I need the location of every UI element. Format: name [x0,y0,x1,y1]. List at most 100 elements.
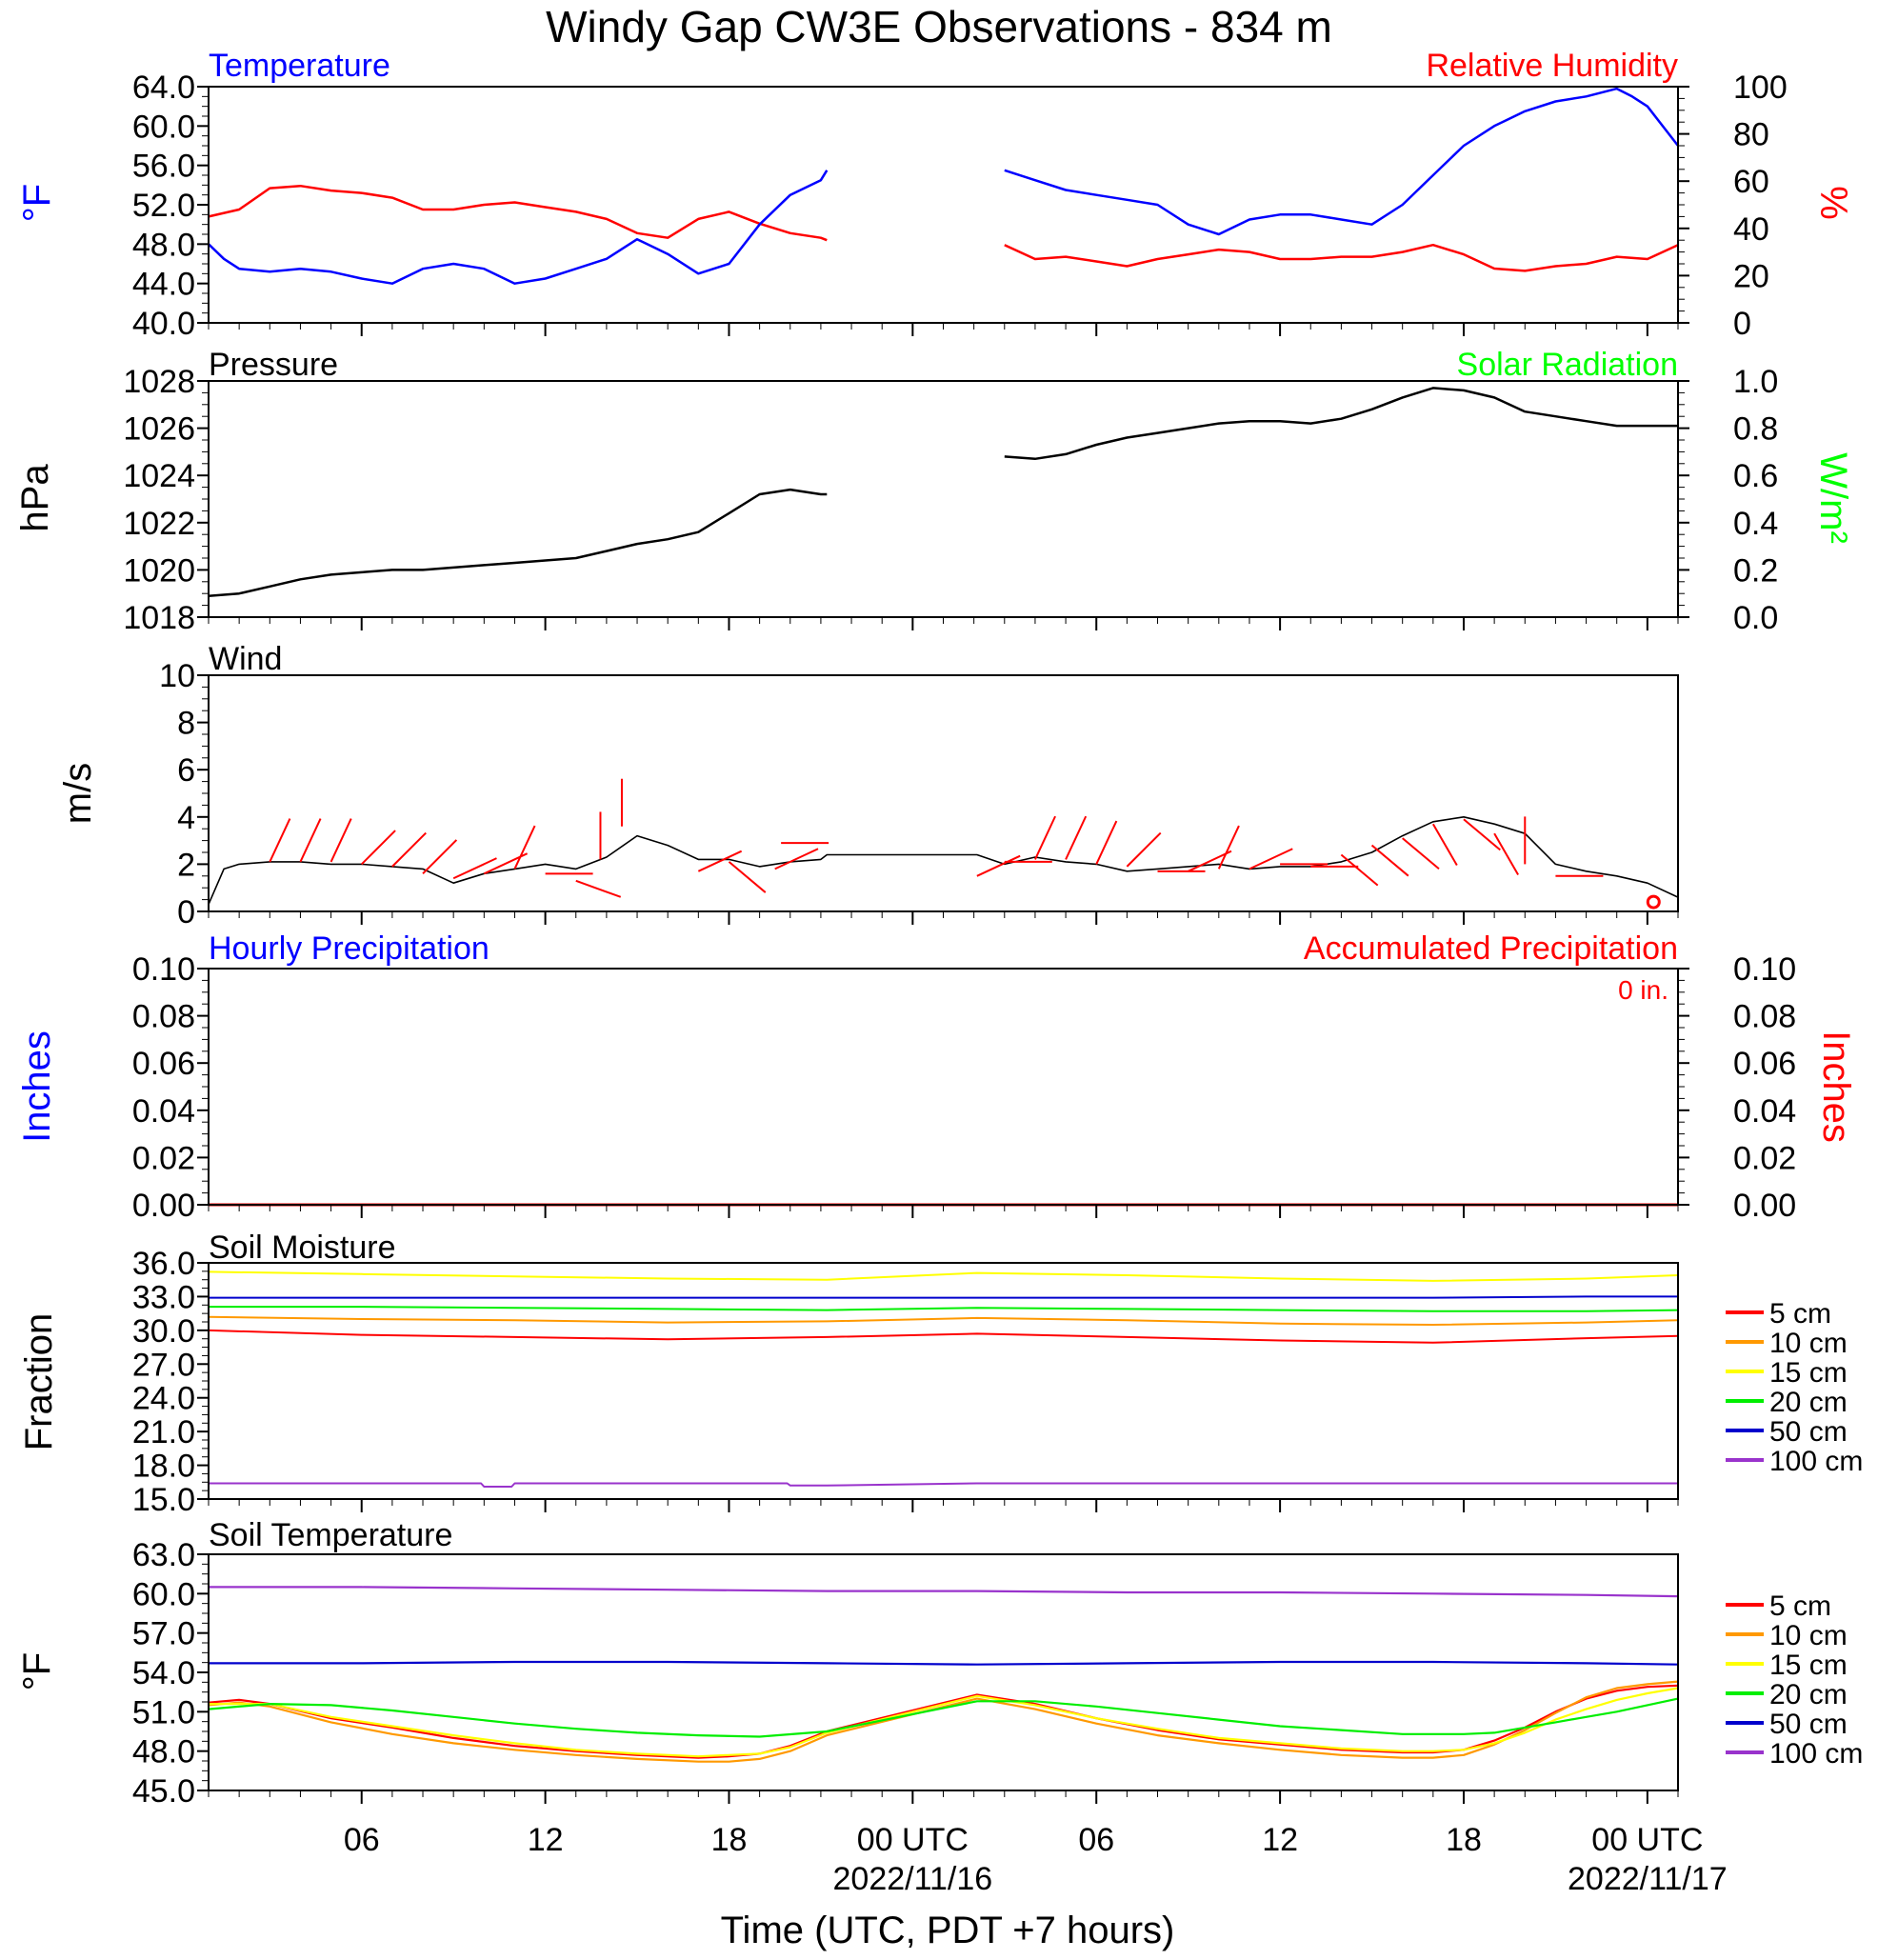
y-tick-label: 2 [177,847,195,883]
pressure-plot [208,387,1678,597]
y-tick-label: 63.0 [132,1537,195,1573]
y-tick-label: 1024 [123,458,195,494]
wind-barb [1493,832,1519,875]
accum-precip-total: 0 in. [1618,975,1668,1005]
y-tick-label: 0.08 [132,999,195,1035]
wind-title: Wind [209,641,282,677]
y-tick-label: 0.06 [1733,1046,1796,1082]
plot-frame [208,674,1679,912]
plot-frame [208,86,1679,324]
legend-label: 20 cm [1769,1387,1848,1418]
wind-barb [1370,844,1409,877]
legend-label: 5 cm [1769,1298,1831,1330]
wind-ylabel: m/s [57,763,99,824]
legend-label: 10 cm [1769,1620,1848,1651]
wind-barb [299,818,322,863]
soil-moisture-tick-labels: 36.033.030.027.024.021.018.015.0 [132,1246,209,1518]
soil-moisture-15-cm-line [208,1270,1679,1282]
temp-temperature-line [208,87,1679,285]
legend-label: 50 cm [1769,1416,1848,1448]
soil-moisture-10-cm-line [208,1315,1679,1326]
wind-barb [1249,848,1293,870]
wind-barb [697,850,743,872]
legend-label: 10 cm [1769,1328,1848,1359]
soil-moisture-20-cm-line [209,1306,1679,1312]
precip-left-tick-labels: 0.10 0.08 0.06 0.04 0.02 0.00 [132,951,209,1224]
humidity-tick-labels: 100 80 60 40 20 0 [1678,70,1788,342]
wind-barb [1188,850,1232,872]
wind-barb [774,848,819,870]
hourly-precip-title: Hourly Precipitation [209,930,489,967]
y-tick-label: 80 [1733,117,1769,153]
y-tick-label: 0.08 [1733,999,1796,1035]
x-axis-label: Time (UTC, PDT +7 hours) [721,1910,1175,1951]
x-tick-label: 06 [344,1822,380,1858]
y-tick-label: 60.0 [132,109,195,145]
legend-label: 100 cm [1769,1738,1863,1770]
y-tick-label: 48.0 [132,1734,195,1770]
wind-barb [575,879,622,898]
wind-barb [1463,818,1501,851]
y-tick-label: 0.04 [1733,1093,1796,1130]
wind-barb [330,818,352,863]
precip-right-tick-labels: 0.10 0.08 0.06 0.04 0.02 0.00 [1678,951,1796,1224]
legend-label: 5 cm [1769,1590,1831,1622]
x-tick-label: 00 UTC [857,1822,969,1858]
wind-barb [976,854,1021,877]
soil-temperature-plot [208,1586,1679,1763]
y-tick-label: 21.0 [132,1414,195,1450]
pressure-tick-labels: 1028 1026 1024 1022 1020 1018 [123,364,209,636]
y-tick-label: 6 [177,752,195,789]
wind-barb [1217,825,1240,870]
y-tick-label: 51.0 [132,1694,195,1730]
y-tick-label: 45.0 [132,1773,195,1810]
x-tick-label: 12 [528,1822,564,1858]
temperature-tick-labels: 64.060.0 56.052.048.0 44.040.0 [132,70,209,342]
solar-tick-labels: 1.0 0.8 0.6 0.4 0.2 0.0 [1678,364,1778,636]
rh-relative-humidity-line [208,184,1679,272]
y-tick-label: 10 [159,658,195,694]
solar-title: Solar Radiation [1457,347,1678,383]
y-tick-label: 60.0 [132,1576,195,1612]
soil-moisture-100-cm-line [209,1482,1678,1488]
pressure-title: Pressure [209,347,338,383]
y-tick-label: 30.0 [132,1313,195,1350]
x-tick-label: 00 UTC [1591,1822,1703,1858]
soil-temp-100-cm-line [209,1586,1679,1598]
y-tick-label: 48.0 [132,227,195,263]
soil-temp-10-cm-line [208,1680,1679,1763]
y-tick-label: 24.0 [132,1381,195,1417]
soil-moisture-plot [208,1270,1679,1488]
hourly-precip-ylabel: Inches [16,1030,58,1143]
y-tick-label: 8 [177,706,195,742]
wind-wind-speed-line [208,816,1679,905]
panel-soil-temperature: Soil Temperature °F 63.060.0 57.054.051.0… [16,1517,1863,1810]
panel-wind: Wind m/s 10 8 6 4 2 0 [57,641,1679,930]
y-tick-label: 100 [1733,70,1788,106]
wind-barb [269,818,291,863]
y-tick-label: 0.4 [1733,506,1778,542]
wind-barb [391,831,427,868]
y-tick-label: 0 [1733,306,1751,342]
panel-precipitation: Hourly Precipitation Accumulated Precipi… [16,930,1857,1224]
soil-temp-50-cm-line [209,1660,1679,1666]
legend-label: 100 cm [1769,1446,1863,1477]
panel-pressure-solar: Pressure Solar Radiation hPa W/m² 102810… [14,347,1854,636]
x-tick-label: 06 [1078,1822,1114,1858]
y-tick-label: 0.10 [1733,951,1796,988]
soil-moisture-5-cm-line [208,1329,1679,1344]
wind-barb [1402,837,1440,870]
x-date-label: 2022/11/16 [833,1861,993,1897]
y-tick-label: 1022 [123,506,195,542]
wind-barb [422,839,458,875]
y-tick-label: 36.0 [132,1246,195,1282]
y-tick-label: 1028 [123,364,195,400]
y-tick-label: 0 [177,894,195,930]
soil-temp-ylabel: °F [16,1652,58,1690]
y-tick-label: 15.0 [132,1482,195,1518]
wind-barb [1431,823,1458,867]
legend-label: 20 cm [1769,1679,1848,1710]
chart-title: Windy Gap CW3E Observations - 834 m [546,2,1332,51]
